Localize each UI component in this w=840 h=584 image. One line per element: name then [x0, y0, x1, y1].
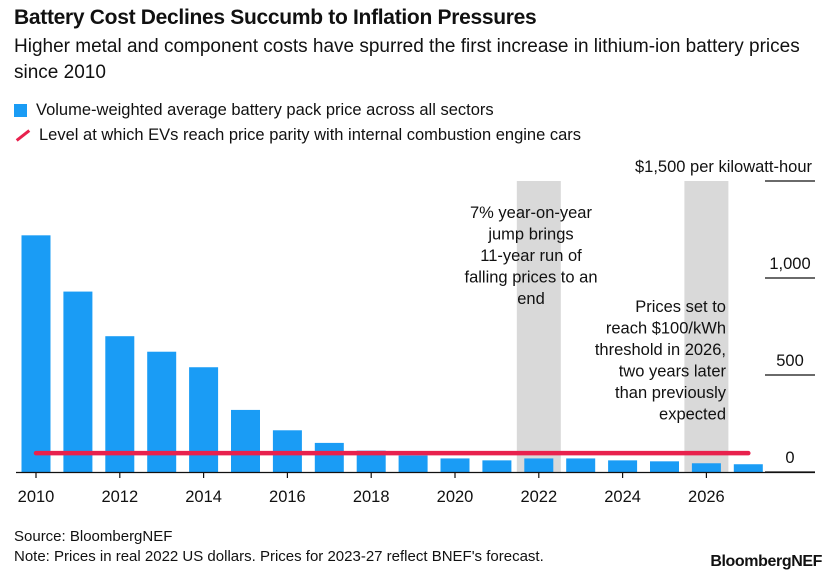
y-tick-label: $1,500 per kilowatt-hour	[635, 158, 813, 176]
annotation-2022: 7% year-on-year jump brings 11-year run of…	[465, 204, 598, 308]
legend-item-parity: Level at which EVs reach price parity wi…	[14, 123, 581, 148]
annotation-line: reach $100/kWh	[606, 320, 726, 338]
methodology-note: Note: Prices in real 2022 US dollars. Pr…	[14, 548, 544, 565]
chart-subtitle: Higher metal and component costs have sp…	[14, 36, 800, 83]
bar-2022	[524, 458, 554, 472]
bar-2023	[566, 458, 596, 472]
bar-2020	[440, 458, 470, 472]
bar-2019	[398, 455, 428, 472]
bar-2018	[356, 450, 386, 472]
x-tick-label: 2022	[520, 488, 557, 506]
bar-2014	[189, 367, 219, 472]
annotation-line: end	[517, 290, 545, 308]
source-note: Source: BloombergNEF	[14, 528, 173, 545]
x-tick-label: 2020	[437, 488, 474, 506]
x-tick-label: 2026	[688, 488, 725, 506]
annotation-line: jump brings	[487, 226, 573, 244]
shaded-band-2026	[684, 181, 729, 472]
x-tick-label: 2010	[18, 488, 55, 506]
annotation-line: Prices set to	[635, 298, 726, 316]
shaded-band-2022	[516, 181, 561, 472]
annotation-line: falling prices to an	[465, 269, 598, 287]
chart-title: Battery Cost Declines Succumb to Inflati…	[14, 6, 537, 29]
x-tick-label: 2016	[269, 488, 306, 506]
legend-line-swatch	[15, 129, 31, 142]
annotation-line: expected	[659, 406, 726, 424]
x-tick-label: 2012	[101, 488, 138, 506]
bar-2021	[482, 460, 512, 472]
annotation-2026: Prices set to reach $100/kWh threshold in …	[595, 298, 727, 424]
bar-2012	[105, 336, 135, 472]
bar-2011	[63, 291, 93, 472]
annotation-line: than previously	[615, 384, 727, 402]
legend: Volume-weighted average battery pack pri…	[14, 98, 581, 148]
bar-2017	[314, 442, 344, 472]
y-tick-label: 500	[776, 352, 804, 370]
annotation-line: two years later	[619, 363, 727, 381]
legend-item-price: Volume-weighted average battery pack pri…	[14, 98, 581, 123]
x-tick-label: 2018	[353, 488, 390, 506]
bar-2026	[691, 463, 721, 472]
y-tick-label: 0	[785, 449, 794, 467]
bar-2010	[21, 235, 51, 472]
legend-bar-swatch	[14, 104, 27, 117]
brand-logo: BloombergNEF	[710, 553, 822, 570]
bar-2025	[650, 461, 679, 472]
bar-2024	[608, 460, 638, 472]
bar-2015	[231, 409, 260, 472]
bar-2027	[733, 464, 763, 472]
annotation-line: 7% year-on-year	[470, 204, 592, 222]
annotation-line: threshold in 2026,	[595, 341, 726, 359]
annotation-line: 11-year run of	[480, 247, 582, 265]
x-tick-label: 2024	[604, 488, 641, 506]
bar-chart: $1,500 per kilowatt-hour 1,000 500 0 2010 201…	[16, 158, 815, 506]
y-tick-label: 1,000	[769, 255, 810, 273]
legend-bar-label: Volume-weighted average battery pack pri…	[36, 101, 494, 119]
x-tick-label: 2014	[185, 488, 222, 506]
footer: Source: BloombergNEF Note: Prices in rea…	[14, 527, 544, 567]
legend-line-label: Level at which EVs reach price parity wi…	[39, 126, 582, 144]
